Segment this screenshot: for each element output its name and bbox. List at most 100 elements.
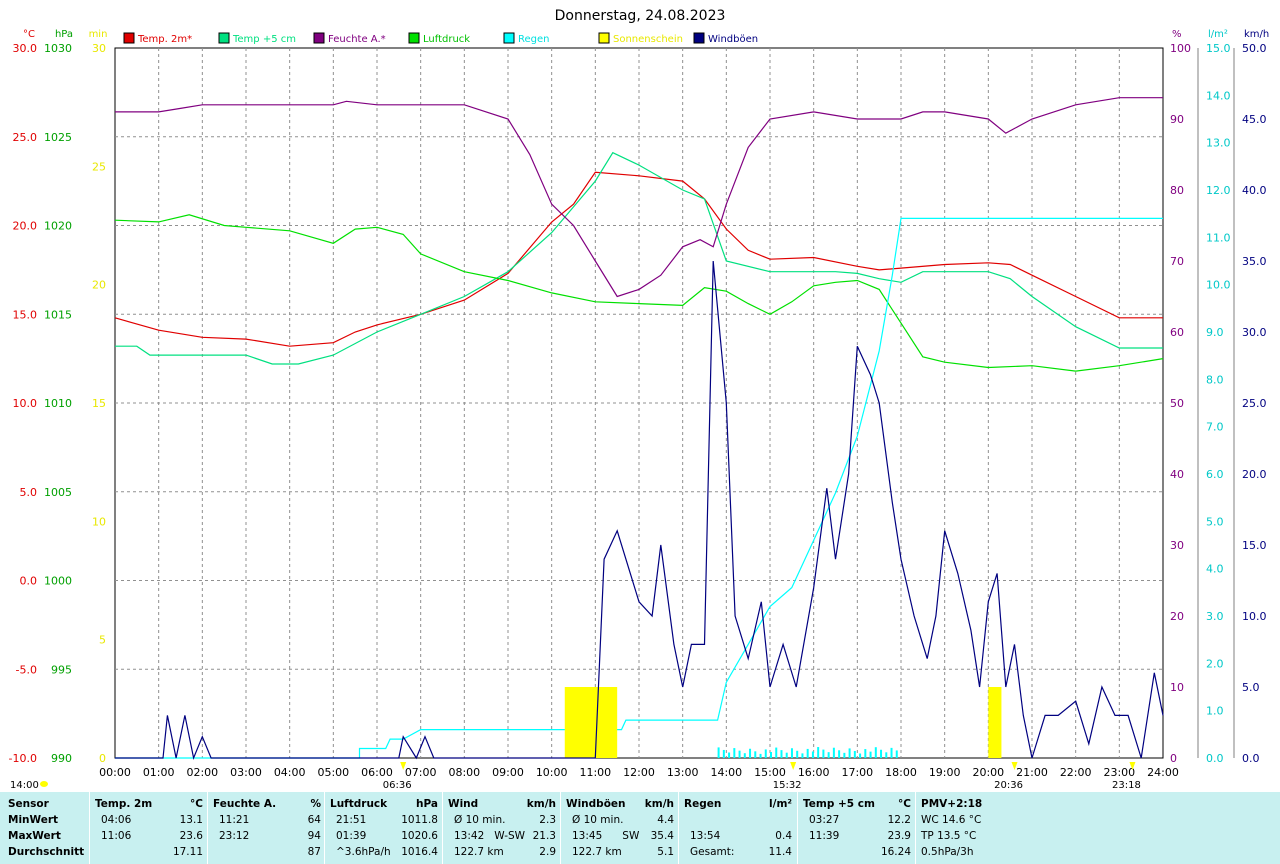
rain-tick	[874, 747, 877, 758]
stats-header-label: Regen	[684, 798, 722, 810]
hum-tick-label: 50	[1170, 397, 1184, 410]
stats-separator	[797, 792, 798, 864]
rain-tick	[759, 753, 762, 758]
stats-cell-label: Durchschnitt	[8, 846, 85, 858]
series-line-windb-en	[115, 260, 1164, 761]
press-tick-label: 995	[51, 663, 72, 676]
marker-time-label: 06:36	[383, 780, 412, 791]
rain-tick	[890, 747, 893, 758]
press-tick-label: 1025	[44, 131, 72, 144]
hum-tick-label: 100	[1170, 42, 1191, 55]
min-tick-label: 30	[92, 42, 106, 55]
x-tick-label: 00:00	[99, 766, 131, 779]
stats-cell-value: 87	[307, 846, 321, 858]
wind-tick-label: 10.0	[1242, 610, 1267, 623]
stats-cell-label: 13:54	[690, 830, 721, 842]
stats-separator	[89, 792, 90, 864]
stats-header-label: Wind	[448, 798, 479, 810]
stats-row: WC 14.6 °C	[921, 812, 1041, 828]
stats-row: 122.7 km 2.9	[448, 844, 556, 860]
wind-tick-label: 45.0	[1242, 113, 1267, 126]
x-tick-label: 03:00	[230, 766, 262, 779]
legend-label: Feuchte A.*	[328, 34, 386, 45]
legend-label: Regen	[518, 34, 550, 45]
rain-tick	[754, 751, 757, 758]
series-line-temp-5-cm	[115, 151, 1163, 365]
hum-tick-label: 90	[1170, 113, 1184, 126]
stats-cell-value: 12.2	[887, 814, 911, 826]
rain-tick	[843, 752, 846, 758]
stats-cell-value: 23.9	[887, 830, 911, 842]
sun-marker-icon	[400, 762, 407, 770]
stats-cell-value: 11.4	[768, 846, 792, 858]
chart-svg: Donnerstag, 24.08.2023 00:00 01:00 02:00 03:…	[9, 8, 1270, 791]
stats-header: Luftdruck hPa	[330, 796, 438, 812]
wind-tick-label: 5.0	[1242, 681, 1260, 694]
rain-tick-label: 3.0	[1206, 610, 1224, 623]
stats-separator	[207, 792, 208, 864]
press-tick-label: 1015	[44, 308, 72, 321]
stats-header-label: Sensor	[8, 798, 49, 810]
x-tick-label: 02:00	[186, 766, 218, 779]
hum-tick-label: 20	[1170, 610, 1184, 623]
hum-tick-label: 70	[1170, 255, 1184, 268]
stats-row: 21:51 1011.8	[330, 812, 438, 828]
stats-row: Gesamt: 11.4	[684, 844, 792, 860]
stats-header-unit: l/m²	[769, 798, 792, 810]
stats-cell-value: 16.24	[880, 846, 911, 858]
stats-row: 122.7 km 5.1	[566, 844, 674, 860]
temp-tick-label: 10.0	[13, 397, 38, 410]
temp-tick-label: 0.0	[20, 575, 38, 588]
hum-tick-label: 80	[1170, 184, 1184, 197]
temp-tick-label: -5.0	[16, 663, 37, 676]
stats-row: Durchschnitt	[8, 844, 88, 860]
rain-tick	[801, 753, 804, 758]
x-tick-label: 23:00	[1103, 766, 1135, 779]
stats-cell-value: 17.11	[172, 846, 203, 858]
stats-row: TP 13.5 °C	[921, 828, 1041, 844]
stats-row	[684, 812, 792, 828]
press-tick-label: 1020	[44, 220, 72, 233]
stats-cell-label: ^3.6hPa/h	[336, 846, 391, 858]
stats-cell-value: 94	[307, 830, 321, 842]
hum-tick-label: 40	[1170, 468, 1184, 481]
temp-tick-label: 15.0	[13, 308, 38, 321]
min-axis-unit: min	[89, 29, 108, 40]
stats-column: Regen l/m² 13:54 0.4 Gesamt: 11.4	[684, 792, 792, 864]
stats-row: 16.24	[803, 844, 911, 860]
x-tick-label: 06:00	[361, 766, 393, 779]
rain-tick	[817, 747, 820, 758]
stats-cell-label	[684, 814, 690, 826]
wind-tick-label: 25.0	[1242, 397, 1267, 410]
x-tick-label: 07:00	[405, 766, 437, 779]
rain-tick	[811, 751, 814, 758]
rain-tick	[738, 750, 741, 758]
temp-tick-label: -10.0	[9, 752, 37, 765]
stats-row: 13:54 0.4	[684, 828, 792, 844]
stats-row: 17.11	[95, 844, 203, 860]
press-tick-label: 1005	[44, 486, 72, 499]
stats-column: Luftdruck hPa 21:51 1011.8 01:39 1020.6 ^3.6hP…	[330, 792, 438, 864]
rain-tick	[775, 747, 778, 758]
temp-axis-unit: °C	[23, 29, 35, 40]
x-tick-label: 17:00	[841, 766, 873, 779]
stats-separator	[324, 792, 325, 864]
rain-tick-label: 5.0	[1206, 515, 1224, 528]
stats-cell-label	[95, 846, 101, 858]
x-tick-label: 22:00	[1060, 766, 1092, 779]
stats-separator	[560, 792, 561, 864]
chart-title: Donnerstag, 24.08.2023	[555, 8, 726, 24]
stats-column: Temp +5 cm °C 03:27 12.2 11:39 23.9 16.24	[803, 792, 911, 864]
stats-column: Sensor MinWert MaxWert Durchschnitt	[8, 792, 88, 864]
rain-tick-label: 0.0	[1206, 752, 1224, 765]
rain-tick	[885, 752, 888, 758]
temp-tick-label: 5.0	[20, 486, 38, 499]
rain-tick	[722, 749, 725, 758]
stats-cell-label: 0.5hPa/3h	[921, 846, 974, 858]
stats-row: Ø 10 min. 2.3	[448, 812, 556, 828]
stats-cell-label: Ø 10 min.	[572, 814, 624, 826]
rain-tick	[764, 749, 767, 758]
stats-row: 01:39 1020.6	[330, 828, 438, 844]
x-tick-label: 13:00	[667, 766, 699, 779]
stats-cell-label: 122.7 km	[454, 846, 504, 858]
